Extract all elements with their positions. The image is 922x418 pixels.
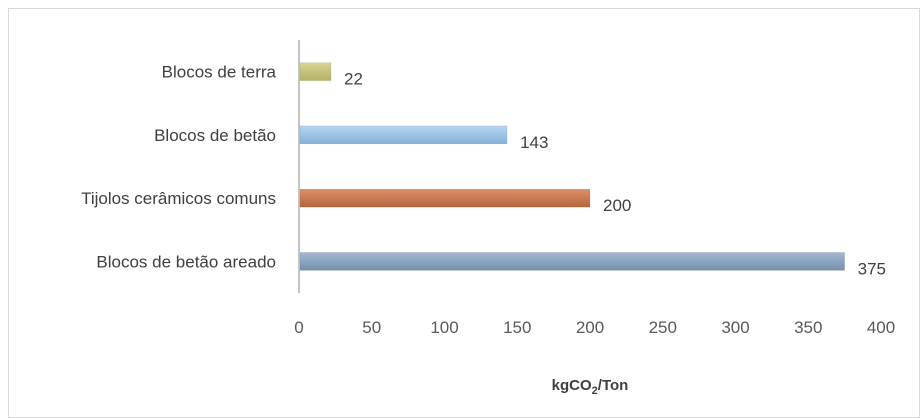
x-tick-label-3: 150 [503,318,531,337]
x-tick-label-5: 250 [649,318,677,337]
data-label-1: 143 [520,133,548,152]
x-tick-label-7: 350 [794,318,822,337]
data-label-2: 200 [603,196,631,215]
category-label-0: Blocos de terra [162,63,277,82]
bar-3 [299,252,845,271]
x-tick-label-4: 200 [576,318,604,337]
x-tick-label-0: 0 [294,318,303,337]
data-label-0: 22 [344,70,363,89]
bar-2 [299,188,591,208]
bar-chart: Blocos de terra Blocos de betão Tijolos ce… [81,40,895,397]
x-axis-title: kgCO2/Ton [552,377,629,397]
category-label-3: Blocos de betão areado [96,252,276,271]
bar-0 [299,62,332,81]
category-label-2: Tijolos cerâmicos comuns [81,189,276,208]
x-tick-label-2: 100 [430,318,458,337]
x-tick-label-1: 50 [362,318,381,337]
x-tick-label-8: 400 [867,318,895,337]
data-label-3: 375 [858,259,886,278]
bar-1 [299,125,508,145]
category-label-1: Blocos de betão [154,126,276,145]
x-tick-label-6: 300 [721,318,749,337]
